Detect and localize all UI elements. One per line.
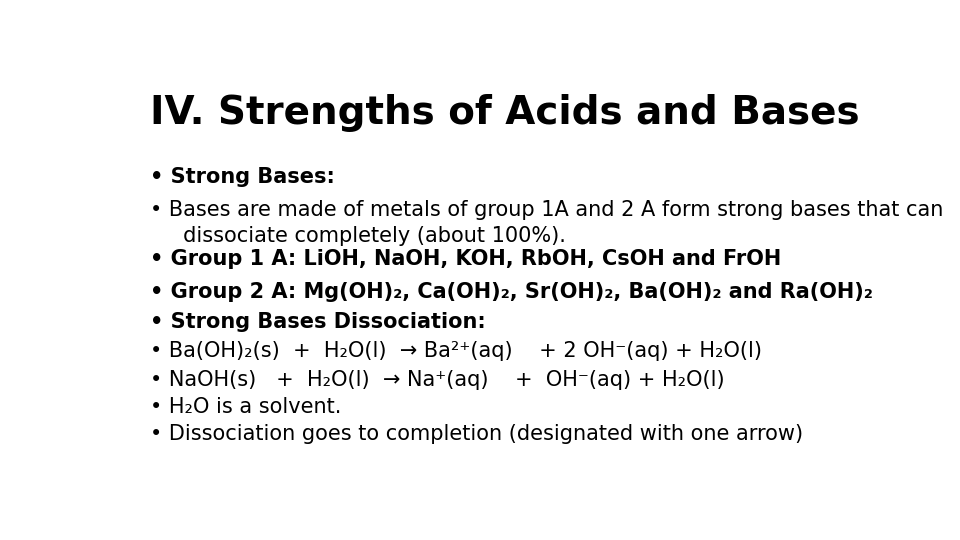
Text: • Group 2 A: Mg(OH)₂, Ca(OH)₂, Sr(OH)₂, Ba(OH)₂ and Ra(OH)₂: • Group 2 A: Mg(OH)₂, Ca(OH)₂, Sr(OH)₂, …: [150, 282, 873, 302]
Text: • NaOH(s)   +  H₂O(l)  → Na⁺(aq)    +  OH⁻(aq) + H₂O(l): • NaOH(s) + H₂O(l) → Na⁺(aq) + OH⁻(aq) +…: [150, 370, 725, 390]
Text: • Dissociation goes to completion (designated with one arrow): • Dissociation goes to completion (desig…: [150, 424, 803, 444]
Text: • Group 1 A: LiOH, NaOH, KOH, RbOH, CsOH and FrOH: • Group 1 A: LiOH, NaOH, KOH, RbOH, CsOH…: [150, 248, 781, 268]
Text: • Strong Bases:: • Strong Bases:: [150, 167, 335, 187]
Text: • H₂O is a solvent.: • H₂O is a solvent.: [150, 397, 341, 417]
Text: IV. Strengths of Acids and Bases: IV. Strengths of Acids and Bases: [150, 94, 859, 132]
Text: • Strong Bases Dissociation:: • Strong Bases Dissociation:: [150, 312, 486, 332]
Text: • Ba(OH)₂(s)  +  H₂O(l)  → Ba²⁺(aq)    + 2 OH⁻(aq) + H₂O(l): • Ba(OH)₂(s) + H₂O(l) → Ba²⁺(aq) + 2 OH⁻…: [150, 341, 762, 361]
Text: • Bases are made of metals of group 1A and 2 A form strong bases that can
     d: • Bases are made of metals of group 1A a…: [150, 200, 943, 246]
